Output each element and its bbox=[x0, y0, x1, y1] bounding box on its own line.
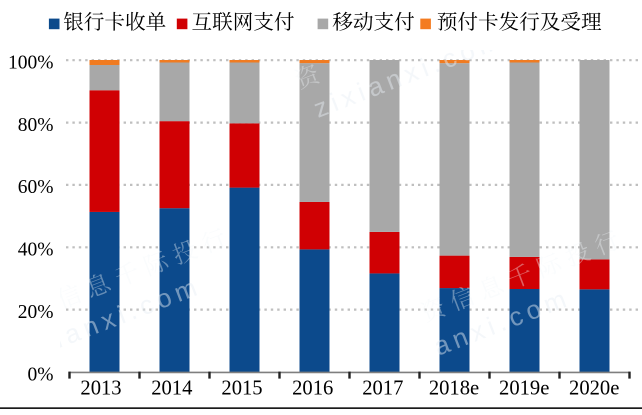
svg-text:40%: 40% bbox=[18, 240, 54, 261]
svg-text:0%: 0% bbox=[28, 364, 54, 385]
svg-text:2014: 2014 bbox=[151, 377, 192, 399]
svg-text:2016: 2016 bbox=[292, 377, 333, 399]
svg-text:80%: 80% bbox=[18, 115, 54, 136]
svg-text:2020e: 2020e bbox=[569, 377, 619, 399]
svg-text:60%: 60% bbox=[18, 177, 54, 198]
svg-text:2015: 2015 bbox=[221, 377, 262, 399]
svg-text:2017: 2017 bbox=[362, 377, 403, 399]
svg-text:100%: 100% bbox=[8, 53, 54, 74]
svg-text:2013: 2013 bbox=[80, 377, 121, 399]
svg-text:20%: 20% bbox=[18, 302, 54, 323]
svg-text:2019e: 2019e bbox=[499, 377, 549, 399]
svg-text:2018e: 2018e bbox=[429, 377, 479, 399]
